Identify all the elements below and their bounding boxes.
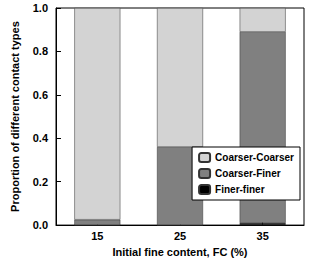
svg-text:Coarser-Finer: Coarser-Finer xyxy=(215,168,281,179)
svg-text:0.4: 0.4 xyxy=(33,132,49,144)
svg-text:Coarser-Coarser: Coarser-Coarser xyxy=(215,152,294,163)
svg-text:Initial fine content, FC (%): Initial fine content, FC (%) xyxy=(112,246,247,258)
svg-text:0.2: 0.2 xyxy=(33,176,48,188)
svg-text:Proportion of different contac: Proportion of different contact types xyxy=(9,21,21,212)
svg-text:Finer-finer: Finer-finer xyxy=(215,184,265,195)
svg-text:25: 25 xyxy=(174,230,186,242)
svg-text:0.6: 0.6 xyxy=(33,89,48,101)
svg-text:0.0: 0.0 xyxy=(33,219,48,231)
svg-text:0.8: 0.8 xyxy=(33,45,48,57)
svg-text:35: 35 xyxy=(257,230,269,242)
svg-text:1.0: 1.0 xyxy=(33,2,48,14)
svg-text:15: 15 xyxy=(91,230,103,242)
